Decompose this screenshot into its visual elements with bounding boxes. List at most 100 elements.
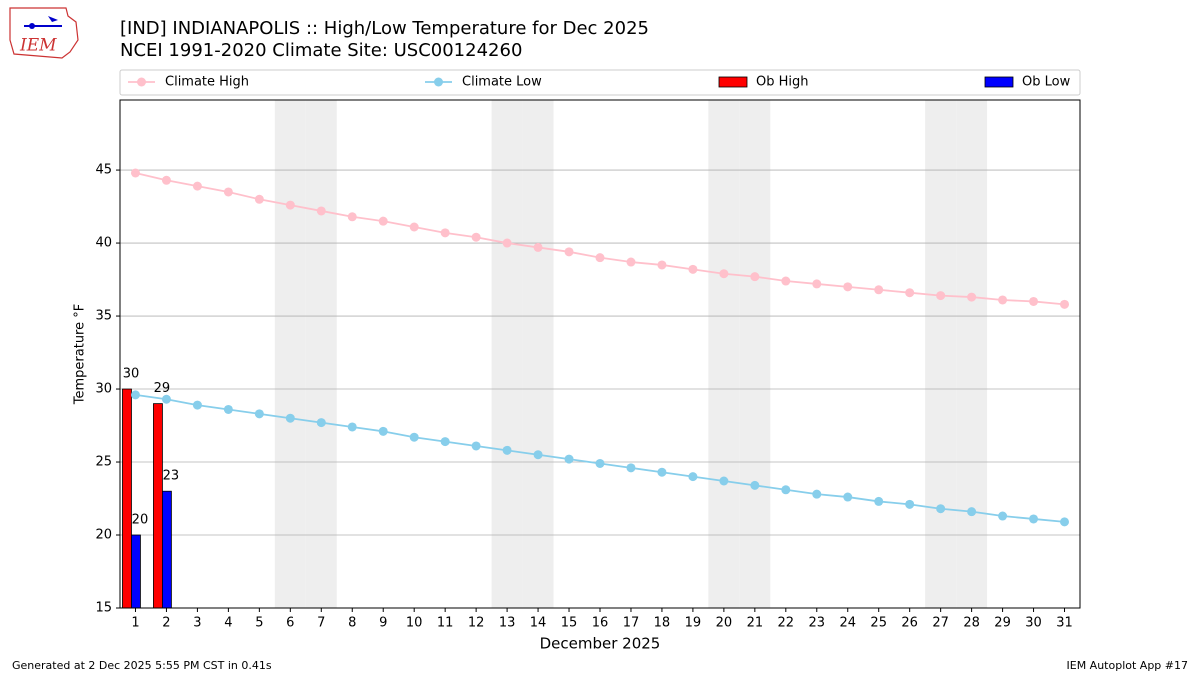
weekend-shade xyxy=(491,100,523,608)
marker xyxy=(905,288,915,298)
x-tick-label: 16 xyxy=(592,616,609,631)
value-label: 23 xyxy=(163,469,180,484)
x-tick-label: 21 xyxy=(747,616,764,631)
marker xyxy=(533,450,543,460)
marker xyxy=(812,489,822,499)
marker xyxy=(657,260,667,270)
marker xyxy=(781,276,791,286)
marker xyxy=(130,168,140,178)
value-label: 20 xyxy=(132,513,149,528)
x-tick-label: 23 xyxy=(809,616,826,631)
marker xyxy=(657,467,667,477)
x-tick-label: 9 xyxy=(379,616,387,631)
marker xyxy=(719,476,729,486)
x-tick-label: 7 xyxy=(317,616,325,631)
y-tick-label: 45 xyxy=(95,163,112,178)
chart-title: [IND] INDIANAPOLIS :: High/Low Temperatu… xyxy=(120,18,649,39)
x-tick-label: 2 xyxy=(162,616,170,631)
marker xyxy=(750,272,760,282)
marker xyxy=(254,409,264,419)
marker xyxy=(936,291,946,301)
marker xyxy=(905,499,915,509)
marker xyxy=(471,232,481,242)
marker xyxy=(161,175,171,185)
weekend-shade xyxy=(925,100,957,608)
marker xyxy=(626,463,636,473)
x-tick-label: 22 xyxy=(778,616,795,631)
bar xyxy=(153,403,163,609)
weekend-shade xyxy=(739,100,771,608)
marker xyxy=(533,242,543,252)
bar xyxy=(122,388,132,609)
marker xyxy=(471,441,481,451)
weekend-shade xyxy=(708,100,740,608)
legend-marker xyxy=(434,77,443,87)
marker xyxy=(626,257,636,267)
x-tick-label: 8 xyxy=(348,616,356,631)
x-tick-label: 25 xyxy=(870,616,887,631)
marker xyxy=(347,212,357,222)
marker xyxy=(316,206,326,216)
marker xyxy=(440,228,450,238)
marker xyxy=(564,454,574,464)
x-tick-label: 15 xyxy=(561,616,578,631)
x-tick-label: 10 xyxy=(406,616,423,631)
marker xyxy=(502,445,512,455)
marker xyxy=(130,390,140,400)
marker xyxy=(998,295,1008,305)
legend-label: Climate Low xyxy=(462,75,542,90)
weekend-shade xyxy=(305,100,337,608)
x-tick-label: 11 xyxy=(437,616,454,631)
marker xyxy=(688,472,698,482)
x-tick-label: 29 xyxy=(994,616,1011,631)
y-axis-label: Temperature °F xyxy=(73,304,88,405)
marker xyxy=(936,504,946,514)
x-tick-label: 17 xyxy=(623,616,640,631)
legend-label: Ob Low xyxy=(1022,75,1071,90)
weekend-shade xyxy=(274,100,306,608)
y-tick-label: 35 xyxy=(95,309,112,324)
marker xyxy=(688,264,698,274)
legend-box xyxy=(119,69,1081,96)
marker xyxy=(967,292,977,302)
plot-frame xyxy=(119,99,1081,609)
marker xyxy=(719,269,729,279)
marker xyxy=(254,194,264,204)
x-tick-label: 28 xyxy=(963,616,980,631)
value-label: 29 xyxy=(154,381,171,396)
x-tick-label: 19 xyxy=(685,616,702,631)
marker xyxy=(409,432,419,442)
marker xyxy=(378,216,388,226)
marker xyxy=(192,400,202,410)
legend-marker xyxy=(137,77,146,87)
marker xyxy=(347,422,357,432)
value-label: 30 xyxy=(123,367,140,382)
x-tick-label: 5 xyxy=(255,616,263,631)
logo-text: IEM xyxy=(19,36,57,56)
footer-left: Generated at 2 Dec 2025 5:55 PM CST in 0… xyxy=(12,659,272,672)
x-tick-label: 13 xyxy=(499,616,516,631)
marker xyxy=(781,485,791,495)
marker xyxy=(378,426,388,436)
x-tick-label: 30 xyxy=(1025,616,1042,631)
x-tick-label: 27 xyxy=(932,616,949,631)
x-tick-label: 1 xyxy=(131,616,139,631)
marker xyxy=(998,511,1008,521)
marker xyxy=(750,480,760,490)
marker xyxy=(1060,517,1070,527)
marker xyxy=(223,404,233,414)
y-tick-label: 25 xyxy=(95,455,112,470)
marker xyxy=(843,492,853,502)
x-tick-label: 26 xyxy=(901,616,918,631)
marker xyxy=(440,437,450,447)
x-tick-label: 14 xyxy=(530,616,547,631)
marker xyxy=(192,181,202,191)
marker xyxy=(1060,299,1070,309)
marker xyxy=(843,282,853,292)
marker xyxy=(812,279,822,289)
legend-swatch xyxy=(984,76,1014,88)
x-tick-label: 4 xyxy=(224,616,232,631)
marker xyxy=(874,496,884,506)
y-tick-label: 20 xyxy=(95,528,112,543)
